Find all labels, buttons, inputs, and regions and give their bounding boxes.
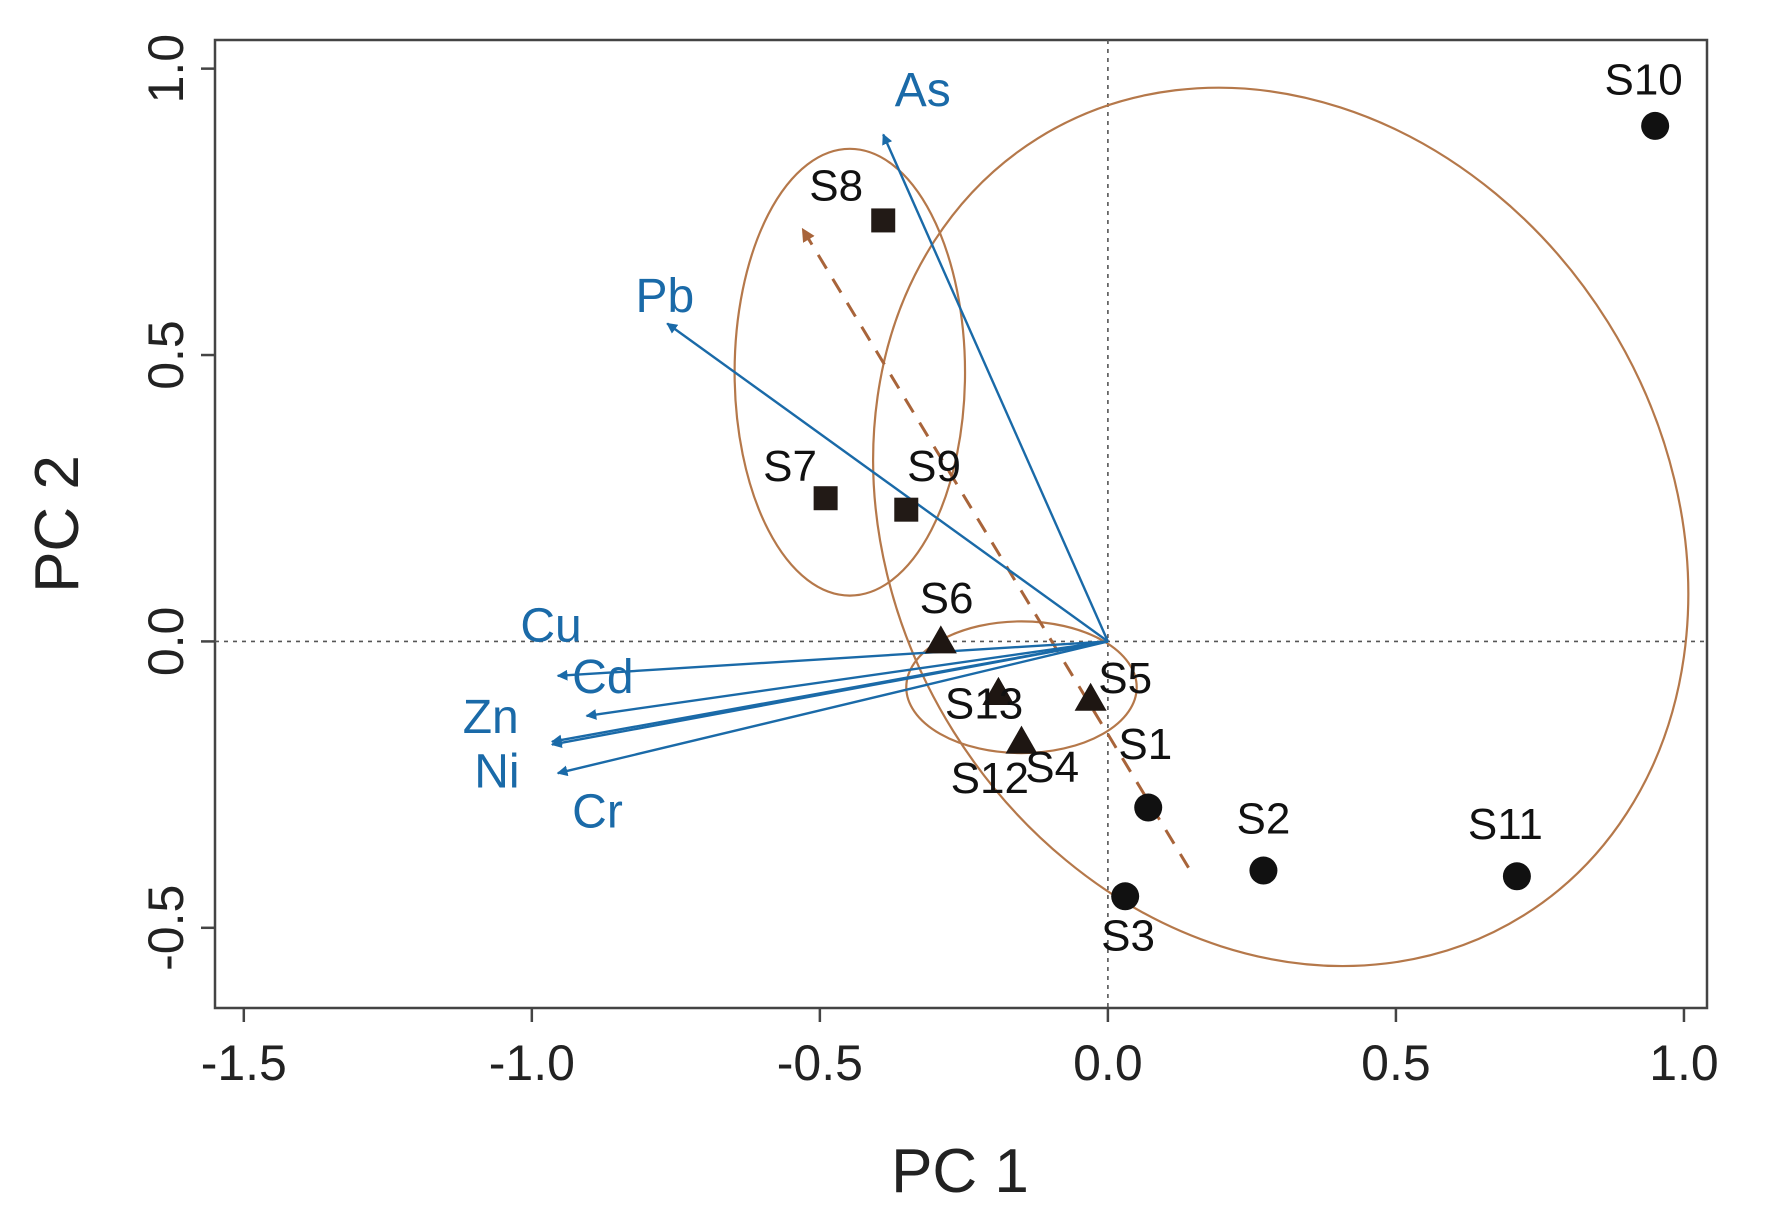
x-tick-label: 0.0 <box>1073 1035 1143 1091</box>
loading-label-cr: Cr <box>572 786 623 839</box>
sample-label-s2: S2 <box>1237 794 1291 843</box>
sample-label-s6: S6 <box>920 574 974 623</box>
point-s7 <box>813 486 838 511</box>
y-tick-label: 0.5 <box>138 320 194 390</box>
point-s4 <box>1005 725 1038 754</box>
sample-label-s12: S12 <box>951 754 1029 803</box>
sample-label-s3: S3 <box>1101 912 1155 961</box>
plot-frame <box>213 38 1709 1010</box>
y-tick-label: 0.0 <box>138 607 194 677</box>
y-tick-label: 1.0 <box>138 34 194 104</box>
loading-label-pb: Pb <box>636 270 695 323</box>
y-tick-label: -0.5 <box>138 885 194 971</box>
group-ellipse-circle <box>872 86 1690 968</box>
x-tick-label: 0.5 <box>1361 1035 1431 1091</box>
x-tick-label: -1.0 <box>489 1035 575 1091</box>
x-tick-label: 1.0 <box>1649 1035 1719 1091</box>
x-axis-ticks: -1.5 -1.0 -0.5 0.0 0.5 1.0 <box>201 1008 1719 1091</box>
y-axis-ticks: -0.5 0.0 0.5 1.0 <box>138 34 215 971</box>
sample-label-s4: S4 <box>1025 743 1079 792</box>
loading-vector-cd <box>585 640 1109 720</box>
sample-label-s9: S9 <box>907 442 961 491</box>
loading-vector-pb <box>666 322 1109 643</box>
point-s1 <box>1134 793 1163 822</box>
point-s3 <box>1111 882 1140 911</box>
x-axis-title: PC 1 <box>891 1137 1029 1206</box>
loading-label-cd: Cd <box>572 651 633 704</box>
point-s11 <box>1502 862 1531 891</box>
loading-label-zn: Zn <box>463 691 519 744</box>
loading-vector-cu <box>556 640 1108 681</box>
sample-label-s10: S10 <box>1604 55 1682 104</box>
loading-label-as: As <box>895 64 951 117</box>
sample-label-s5: S5 <box>1098 654 1152 703</box>
loading-vector-cr <box>556 640 1109 777</box>
point-s8 <box>871 208 896 233</box>
point-s6 <box>924 625 957 654</box>
x-tick-label: -1.5 <box>201 1035 287 1091</box>
sample-label-s7: S7 <box>763 442 817 491</box>
group-ellipse-square <box>733 147 967 597</box>
y-axis-title: PC 2 <box>23 455 92 593</box>
loading-vector-as <box>882 133 1109 642</box>
point-s10 <box>1641 111 1670 140</box>
loading-label-cu: Cu <box>520 599 581 652</box>
x-tick-label: -0.5 <box>777 1035 863 1091</box>
sample-label-s1: S1 <box>1118 720 1172 769</box>
sample-label-s13: S13 <box>945 680 1023 729</box>
point-s5 <box>1074 682 1107 711</box>
sample-label-s8: S8 <box>809 161 863 210</box>
point-s9 <box>894 497 919 522</box>
point-s2 <box>1249 856 1278 885</box>
sample-label-s11: S11 <box>1468 800 1543 849</box>
loading-vector-ni <box>550 640 1109 749</box>
point-s13 <box>982 676 1015 705</box>
loading-label-ni: Ni <box>474 745 519 798</box>
trend-arrow <box>801 227 1190 869</box>
